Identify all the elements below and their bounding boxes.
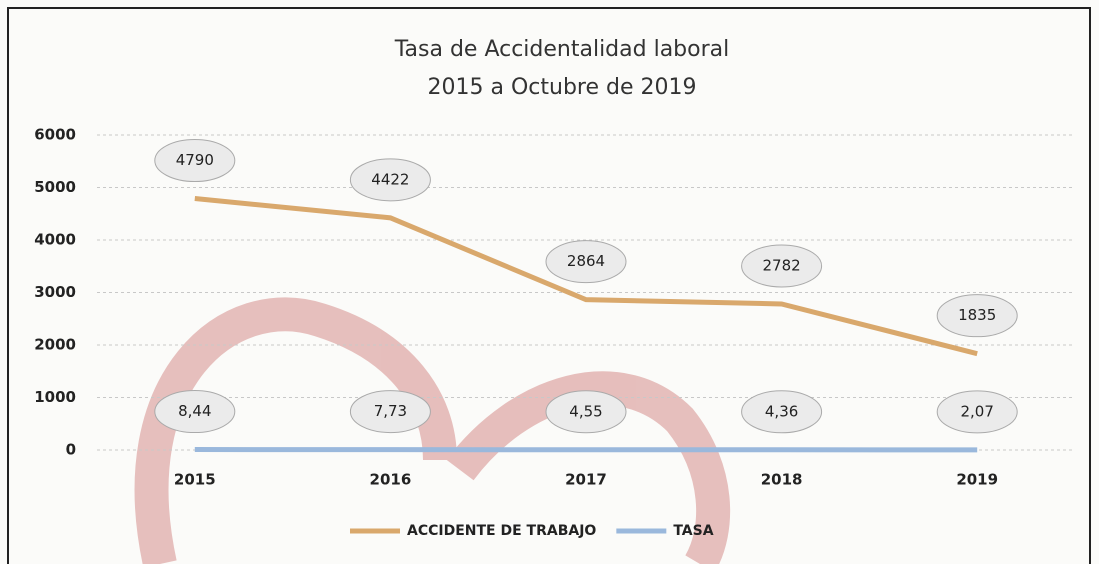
watermark: [134, 297, 731, 564]
data-label: 4,36: [765, 402, 798, 420]
y-tick-label: 0: [66, 441, 76, 459]
series-line: [194, 196, 978, 357]
y-tick-label: 3000: [34, 283, 76, 301]
data-label: 4790: [176, 151, 214, 169]
x-tick-label: 2015: [174, 471, 216, 489]
frame: [7, 7, 1091, 564]
label-bubble: [349, 158, 431, 202]
label-bubble: [154, 390, 236, 434]
x-tick-label: 2018: [761, 471, 803, 489]
data-label: 2,07: [960, 402, 993, 420]
watermark-arc: [134, 297, 457, 564]
legend-label: ACCIDENTE DE TRABAJO: [407, 523, 596, 539]
y-tick-label: 1000: [34, 388, 76, 406]
label-bubble: [741, 390, 823, 434]
data-label: 2864: [567, 252, 605, 270]
label-bubble: [349, 390, 431, 434]
legend-label: TASA: [673, 523, 713, 539]
chart-subtitle: 2015 a Octubre de 2019: [428, 75, 697, 100]
data-label: 7,73: [374, 402, 407, 420]
y-tick-label: 4000: [34, 231, 76, 249]
x-tick-label: 2016: [370, 471, 412, 489]
label-bubble: [741, 244, 823, 288]
x-tick-label: 2017: [565, 471, 607, 489]
watermark-arc: [446, 371, 731, 564]
y-tick-label: 6000: [34, 126, 76, 144]
label-bubble: [936, 294, 1018, 338]
label-bubble: [936, 390, 1018, 434]
data-label: 1835: [958, 306, 996, 324]
data-label: 8,44: [178, 402, 211, 420]
label-bubble: [154, 139, 236, 183]
x-tick-label: 2019: [956, 471, 998, 489]
data-label: 4,55: [569, 402, 602, 420]
label-bubble: [545, 240, 627, 284]
chart-title: Tasa de Accidentalidad laboral: [394, 37, 730, 62]
y-tick-label: 5000: [34, 178, 76, 196]
data-label: 4422: [371, 170, 409, 188]
label-bubble: [545, 390, 627, 434]
y-tick-label: 2000: [34, 336, 76, 354]
data-label: 2782: [763, 256, 801, 274]
